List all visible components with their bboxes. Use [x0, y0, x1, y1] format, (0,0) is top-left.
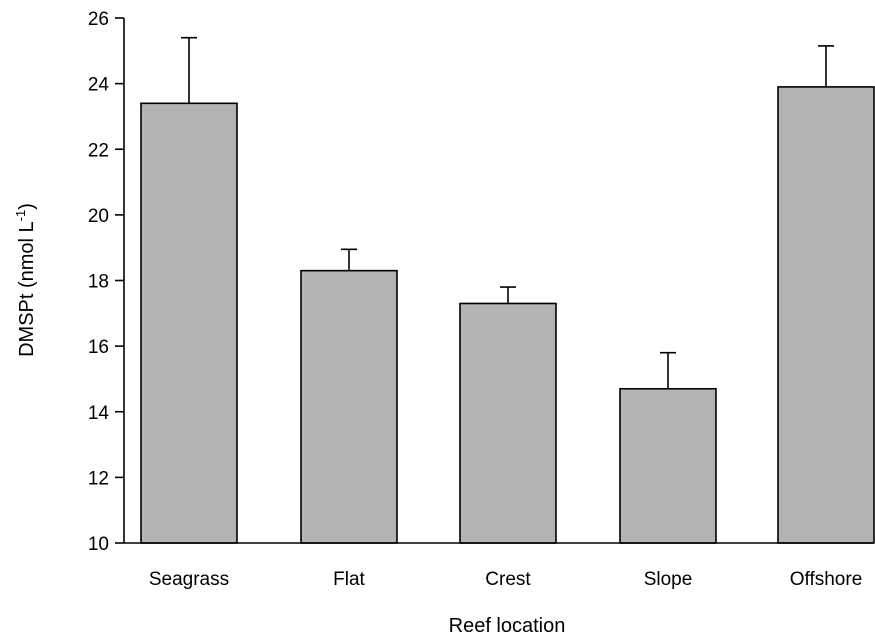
y-tick-label: 16 [88, 337, 109, 358]
x-tick-label-seagrass: Seagrass [149, 569, 229, 590]
bar-crest [459, 302, 557, 544]
y-axis-title-main: DMSPt (nmol L [16, 221, 38, 357]
error-bars-layer [181, 36, 834, 389]
x-tick-label-offshore: Offshore [790, 569, 863, 590]
x-ticks-layer: Seagrass Flat Crest Slope Offshore [149, 569, 862, 590]
bar-seagrass [140, 102, 238, 544]
bar-slope [619, 387, 717, 544]
bar-offshore [777, 86, 875, 544]
y-tick-label: 18 [88, 272, 109, 293]
y-ticks-layer: 10 12 14 16 18 20 22 24 26 [88, 9, 124, 555]
y-tick-label: 24 [88, 75, 110, 96]
y-axis-title: DMSPt (nmol L-1) [13, 203, 38, 357]
x-axis-title: Reef location [449, 615, 566, 636]
y-tick-label: 20 [88, 206, 109, 227]
bars-layer [140, 86, 875, 544]
bar-flat [300, 269, 398, 544]
x-tick-label-slope: Slope [644, 569, 693, 590]
x-tick-label-flat: Flat [333, 569, 365, 590]
x-tick-label-crest: Crest [485, 569, 531, 590]
y-tick-label: 10 [88, 534, 109, 555]
y-tick-label: 12 [88, 468, 109, 489]
y-tick-label: 22 [88, 140, 109, 161]
y-axis-title-superscript: -1 [13, 210, 28, 222]
y-axis-title-suffix: ) [16, 203, 38, 210]
y-tick-label: 26 [88, 9, 109, 30]
y-tick-label: 14 [88, 403, 110, 424]
